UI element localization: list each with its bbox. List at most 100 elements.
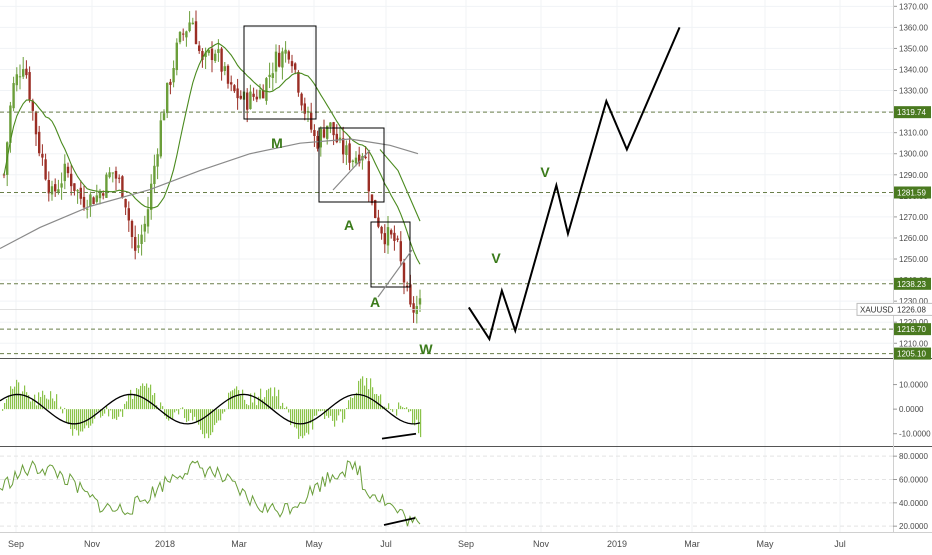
candle-body (44, 159, 46, 179)
histogram-bar (300, 409, 301, 436)
histogram-bar (98, 409, 99, 411)
pattern-label: M (271, 135, 283, 151)
histogram-bar (36, 405, 37, 409)
candle-body (86, 209, 88, 210)
candle-body (12, 83, 14, 108)
histogram-bar (180, 408, 181, 409)
pattern-label: A (370, 294, 380, 310)
oscillator-tick-label: 0.0000 (899, 405, 924, 414)
histogram-bar (282, 403, 283, 409)
histogram-bar (228, 393, 229, 409)
histogram-bar (72, 409, 73, 436)
candle-body (249, 92, 251, 109)
level-price-label: 1238.23 (897, 280, 926, 289)
histogram-bar (202, 409, 203, 434)
histogram-bar (378, 396, 379, 409)
histogram-bar (216, 409, 217, 423)
candle-body (192, 23, 194, 24)
histogram-bar (390, 409, 391, 410)
histogram-bar (400, 406, 401, 409)
candle-body (297, 72, 299, 93)
x-tick-label: Jul (834, 539, 846, 549)
candle-body (390, 230, 392, 234)
candle-body (252, 94, 254, 97)
candle-body (121, 176, 123, 197)
histogram-bar (368, 389, 369, 409)
candle-body (236, 88, 238, 98)
histogram-bar (252, 403, 253, 410)
candle-body (300, 94, 302, 106)
x-tick-label: May (756, 539, 774, 549)
histogram-bar (6, 399, 7, 409)
histogram-bar (152, 395, 153, 409)
histogram-bar (408, 409, 409, 412)
candle-body (240, 96, 242, 99)
histogram-bar (320, 409, 321, 411)
histogram-bar (34, 395, 35, 409)
candle-body (284, 50, 286, 54)
histogram-bar (188, 409, 189, 421)
candle-body (115, 171, 117, 179)
candle-body (374, 200, 376, 218)
histogram-bar (142, 383, 143, 409)
histogram-bar (174, 409, 175, 412)
histogram-bar (234, 389, 235, 409)
histogram-bar (198, 409, 199, 425)
histogram-bar (14, 387, 15, 410)
rsi-tick-label: 20.0000 (899, 522, 928, 531)
histogram-bar (26, 392, 27, 409)
histogram-bar (4, 403, 5, 409)
histogram-bar (18, 382, 19, 409)
candle-body (96, 195, 98, 202)
x-tick-label: Nov (84, 539, 101, 549)
candle-body (25, 69, 27, 75)
candle-body (112, 172, 114, 173)
candle-body (51, 186, 53, 194)
candle-body (54, 184, 56, 191)
histogram-bar (86, 409, 87, 425)
histogram-bar (286, 407, 287, 410)
histogram-bar (66, 409, 67, 422)
histogram-bar (44, 395, 45, 409)
histogram-bar (12, 389, 13, 409)
candle-body (73, 183, 75, 191)
x-tick-label: Nov (533, 539, 550, 549)
histogram-bar (290, 409, 291, 425)
histogram-bar (124, 404, 125, 409)
histogram-bar (84, 409, 85, 428)
histogram-bar (82, 409, 83, 431)
histogram-bar (316, 409, 317, 415)
histogram-bar (52, 398, 53, 409)
rsi-tick-label: 80.0000 (899, 452, 928, 461)
x-tick-label: Mar (231, 539, 247, 549)
y-tick-label: 1270.00 (899, 213, 928, 222)
histogram-bar (392, 409, 393, 412)
level-price-label: 1205.10 (897, 350, 926, 359)
y-tick-label: 1210.00 (899, 339, 928, 348)
y-tick-label: 1330.00 (899, 87, 928, 96)
candle-body (131, 221, 133, 237)
candle-body (83, 197, 85, 208)
candle-body (76, 190, 78, 191)
histogram-bar (242, 390, 243, 409)
histogram-bar (214, 409, 215, 425)
histogram-bar (236, 386, 237, 409)
candle-body (233, 85, 235, 91)
histogram-bar (120, 409, 121, 411)
histogram-bar (116, 409, 117, 420)
x-tick-label: Mar (684, 539, 700, 549)
candle-body (275, 52, 277, 72)
histogram-bar (254, 393, 255, 410)
candle-body (281, 51, 283, 67)
histogram-bar (146, 383, 147, 409)
candle-body (313, 130, 315, 136)
histogram-bar (78, 409, 79, 435)
histogram-bar (206, 409, 207, 433)
candle-body (179, 32, 181, 42)
histogram-bar (122, 409, 123, 417)
candle-body (211, 49, 213, 60)
candle-body (41, 154, 43, 158)
candle-body (272, 73, 274, 78)
